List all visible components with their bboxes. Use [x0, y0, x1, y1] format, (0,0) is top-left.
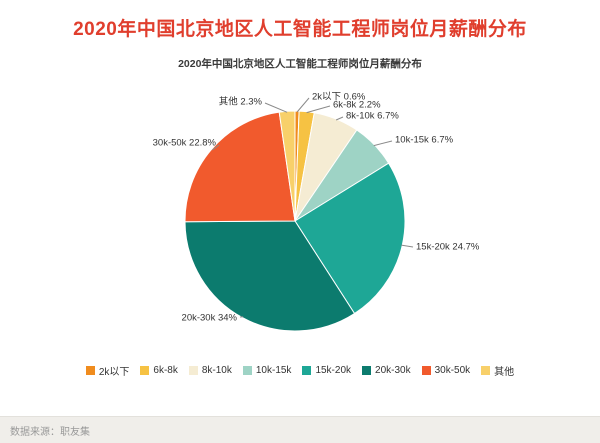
pie-chart: 2k以下 0.6%6k-8k 2.2%8k-10k 6.7%10k-15k 6.… [0, 71, 600, 363]
pie-slice [185, 112, 295, 222]
legend-swatch [86, 366, 95, 375]
footer: 数据来源：职友集 [0, 416, 600, 443]
legend-item: 8k-10k [189, 365, 232, 376]
legend-label: 8k-10k [202, 365, 232, 376]
legend-swatch [140, 366, 149, 375]
data-source: 数据来源：职友集 [10, 423, 90, 438]
legend-item: 30k-50k [422, 365, 471, 376]
legend: 2k以下 6k-8k 8k-10k 10k-15k 15k-20k 20k-30k 30k-… [0, 363, 600, 378]
legend-swatch [302, 366, 311, 375]
legend-item: 20k-30k [362, 365, 411, 376]
slice-label: 8k-10k 6.7% [346, 111, 399, 122]
slice-label: 其他 2.3% [219, 96, 263, 108]
label-leader-line [374, 141, 392, 146]
label-leader-line [297, 98, 309, 112]
label-leader-line [336, 117, 343, 120]
legend-swatch [481, 366, 490, 375]
legend-item: 10k-15k [243, 365, 292, 376]
legend-label: 30k-50k [435, 365, 471, 376]
slice-label: 20k-30k 34% [182, 313, 238, 324]
label-leader-line [265, 103, 287, 112]
legend-swatch [362, 366, 371, 375]
slice-label: 10k-15k 6.7% [395, 135, 454, 146]
slice-label: 15k-20k 24.7% [416, 242, 480, 253]
legend-label: 10k-15k [256, 365, 292, 376]
chart-title: 2020年中国北京地区人工智能工程师岗位月薪酬分布 [0, 56, 600, 71]
legend-item: 6k-8k [140, 365, 177, 376]
legend-label: 6k-8k [153, 365, 177, 376]
legend-label: 15k-20k [315, 365, 351, 376]
page-title: 2020年中国北京地区人工智能工程师岗位月薪酬分布 [12, 14, 588, 41]
legend-item: 其他 [481, 363, 514, 378]
legend-swatch [243, 366, 252, 375]
legend-item: 2k以下 [86, 363, 130, 378]
label-leader-line [401, 245, 413, 247]
legend-label: 20k-30k [375, 365, 411, 376]
label-leader-line [307, 106, 330, 113]
legend-swatch [422, 366, 431, 375]
legend-label: 其他 [494, 363, 514, 378]
legend-swatch [189, 366, 198, 375]
legend-label: 2k以下 [99, 363, 130, 378]
legend-item: 15k-20k [302, 365, 351, 376]
slice-label: 30k-50k 22.8% [153, 138, 217, 149]
slice-label: 6k-8k 2.2% [333, 100, 381, 111]
